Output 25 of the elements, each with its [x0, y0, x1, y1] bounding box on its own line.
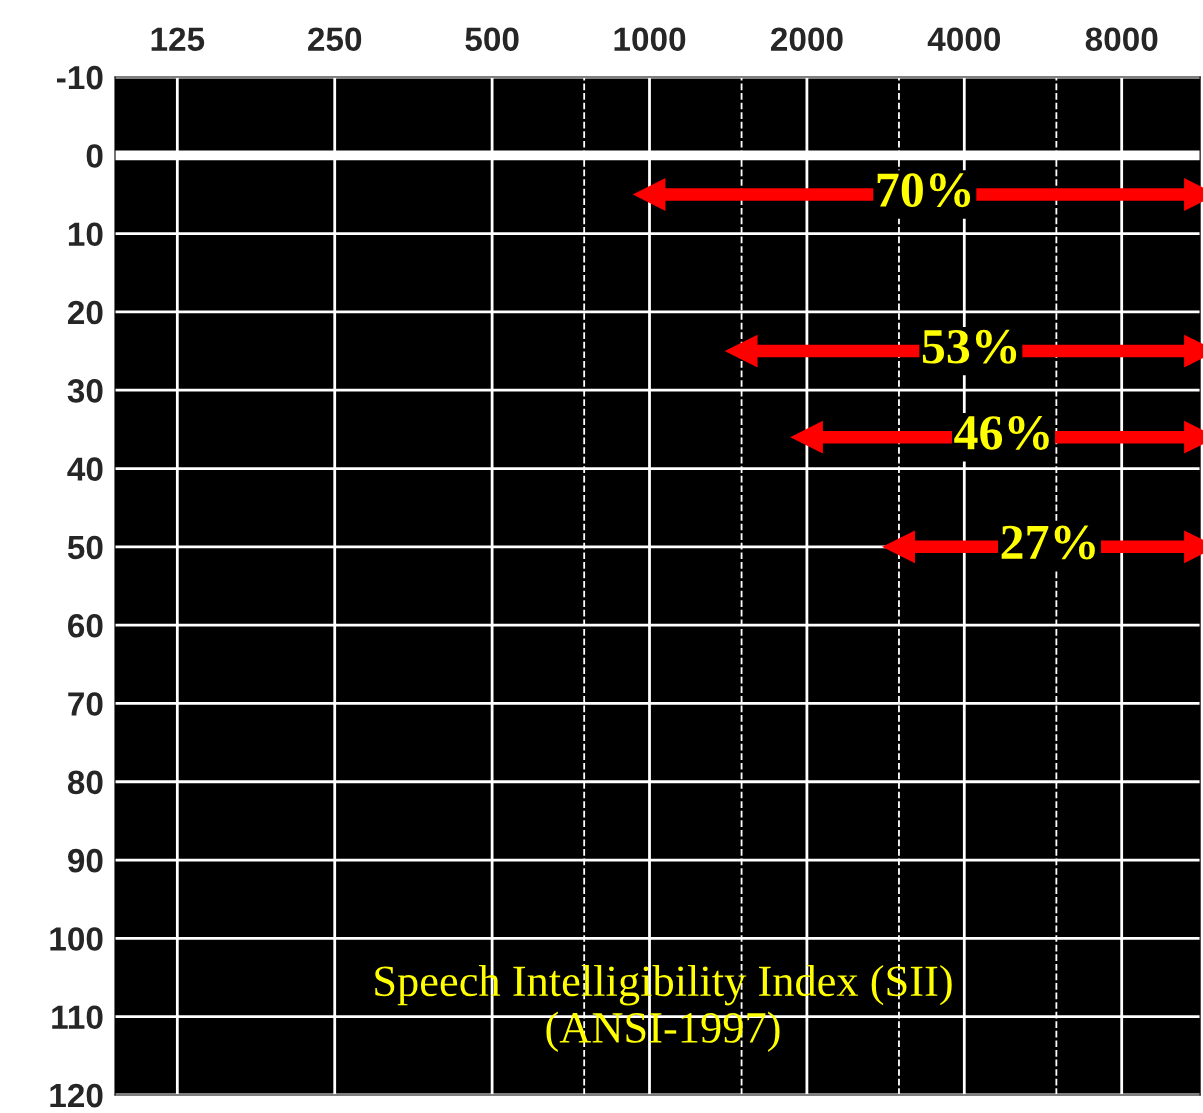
x-tick-label: 1000	[614, 27, 686, 51]
y-tick-label: 40	[67, 457, 103, 481]
series-label: 53%	[922, 329, 1017, 364]
x-tick-label: 4000	[927, 27, 1001, 51]
y-tick-label: 90	[67, 848, 103, 873]
y-tick-label: 110	[52, 1005, 103, 1030]
y-tick-label: 80	[67, 770, 103, 795]
x-tick-label: 500	[465, 27, 519, 51]
y-tick-label: 70	[68, 692, 103, 716]
y-tick-label: 120	[50, 1083, 103, 1108]
series-label: 70%	[877, 173, 971, 208]
y-tick-label: 50	[67, 535, 103, 560]
y-tick-label: 100	[50, 927, 103, 951]
y-tick-label: 0	[86, 144, 103, 168]
y-tick-label: -10	[57, 65, 103, 90]
series-label: 27%	[1001, 525, 1095, 560]
y-tick-label: 20	[67, 300, 103, 325]
x-tick-label: 125	[151, 27, 205, 51]
x-tick-label: 2000	[770, 27, 843, 51]
y-tick-label: 30	[67, 379, 103, 403]
y-tick-label: 10	[68, 222, 103, 247]
x-tick-label: 250	[308, 27, 362, 51]
y-tick-label: 60	[68, 613, 103, 638]
series-label: 46%	[954, 415, 1049, 450]
x-tick-label: 8000	[1085, 27, 1158, 51]
